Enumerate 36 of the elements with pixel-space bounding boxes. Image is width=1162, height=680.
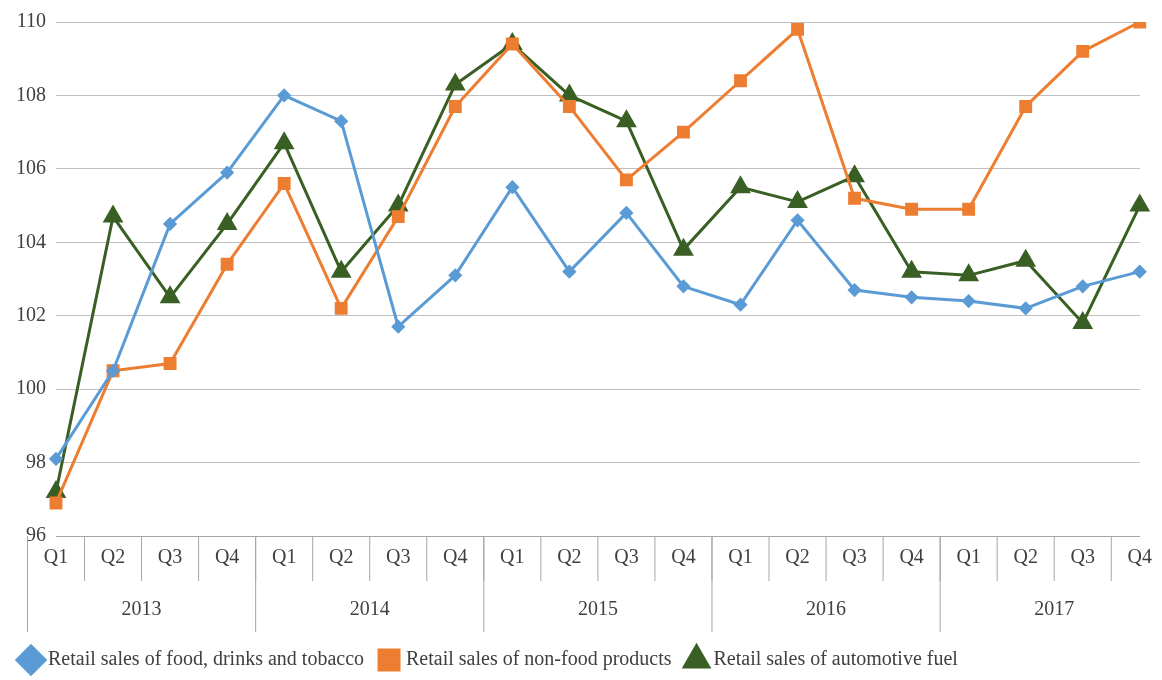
text: 2016 [806, 597, 847, 620]
legend-label: Retail sales of automotive fuel [713, 647, 959, 670]
x-tick-label: Q4 [214, 545, 240, 568]
x-tick-label: Q1 [500, 545, 525, 568]
y-tick-label: 98 [26, 449, 46, 472]
y-tick-label: 102 [16, 302, 46, 325]
x-tick-label: Q4 [443, 545, 468, 568]
x-tick-label: Q3 [614, 545, 639, 568]
y-tick-label: 104 [16, 229, 46, 252]
x-tick-label: Q2 [785, 545, 810, 568]
x-tick-label: Q3 [842, 545, 867, 568]
x-tick-label: Q3 [386, 545, 411, 568]
text: 2013 [121, 597, 162, 620]
y-tick-label: 106 [16, 156, 46, 179]
y-tick-label: 96 [26, 523, 46, 546]
x-tick-label: Q4 [899, 545, 924, 568]
y-tick-label: 110 [16, 9, 46, 32]
text: 2014 [349, 597, 390, 620]
x-tick-label: Q1 [43, 545, 69, 568]
text: 2015 [577, 597, 618, 620]
x-tick-label: Q3 [1070, 545, 1095, 568]
text: 2017 [1034, 597, 1075, 620]
x-tick-label: Q2 [557, 545, 582, 568]
x-tick-label: Q2 [328, 545, 354, 568]
x-tick-label: Q1 [728, 545, 753, 568]
x-tick-label: Q2 [100, 545, 126, 568]
x-tick-label: Q2 [1013, 545, 1038, 568]
x-tick-label: Q4 [1127, 545, 1152, 568]
legend-label: Retail sales of non-food products [406, 647, 672, 671]
x-tick-label: Q1 [271, 545, 297, 568]
legend-label: Retail sales of food, drinks and tobacco [48, 647, 365, 670]
x-tick-label: Q3 [157, 545, 183, 568]
x-tick-label: Q4 [671, 545, 696, 568]
y-tick-label: 108 [16, 82, 46, 105]
y-tick-label: 100 [16, 376, 46, 399]
x-tick-label: Q1 [956, 545, 981, 568]
